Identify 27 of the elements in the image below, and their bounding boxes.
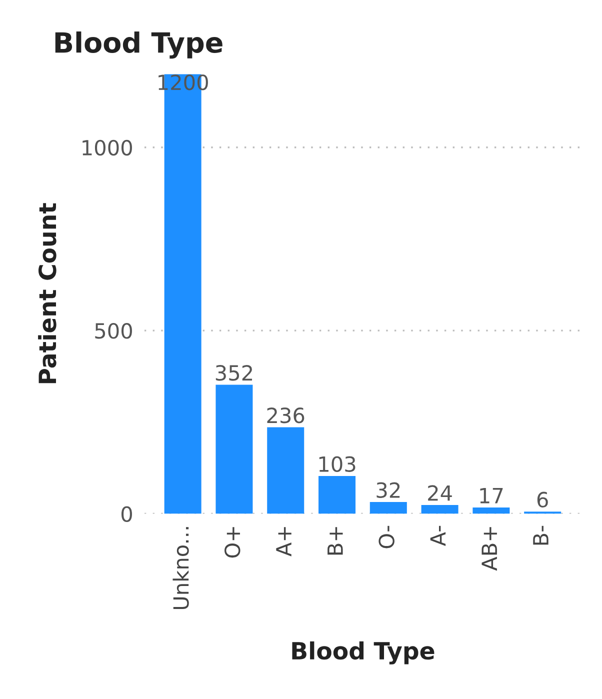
bar	[472, 508, 510, 514]
y-tick-label: 0	[121, 506, 132, 522]
x-axis-title: Blood Type	[292, 641, 434, 664]
x-tick-label: A+	[276, 527, 292, 556]
data-label: 17	[480, 488, 503, 504]
chart-title: Blood Type	[55, 31, 222, 59]
x-tick-label: Unkno...	[172, 527, 189, 610]
data-label: 24	[428, 485, 452, 501]
data-label: 236	[267, 408, 304, 424]
y-tick-label: 500	[95, 323, 132, 339]
y-tick-label: 1000	[82, 140, 132, 156]
bar	[421, 504, 458, 514]
x-tick-label: B+	[328, 527, 343, 555]
data-label: 352	[216, 365, 252, 381]
x-tick-label: O-	[378, 526, 394, 548]
data-label: 103	[319, 456, 356, 472]
x-tick-label: B-	[533, 526, 548, 545]
data-label: 6	[537, 492, 548, 508]
bar	[216, 384, 253, 514]
y-axis-title: Patient Count	[38, 203, 56, 384]
data-label: 32	[376, 482, 400, 498]
x-tick-label: A-	[430, 526, 446, 546]
x-tick-label: AB+	[482, 527, 497, 571]
bar	[267, 427, 304, 514]
x-tick-label: O+	[224, 527, 240, 558]
bar	[318, 476, 356, 514]
bar	[370, 502, 407, 514]
